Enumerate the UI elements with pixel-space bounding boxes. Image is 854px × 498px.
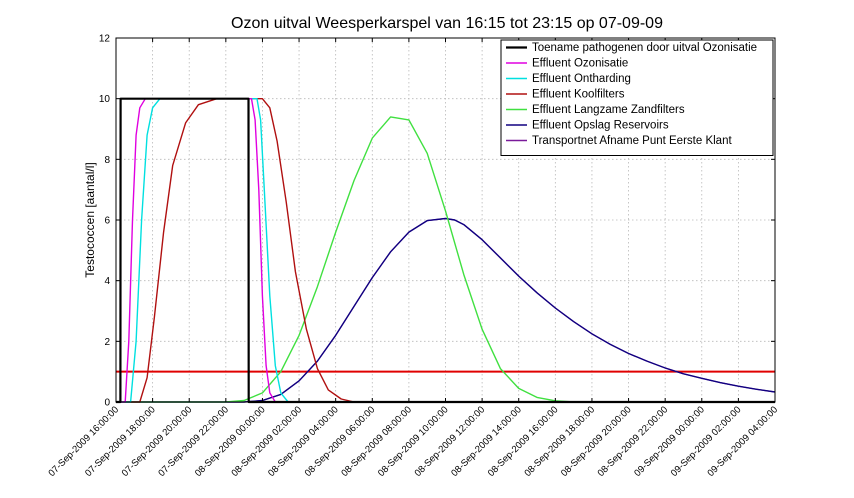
series-line-4 bbox=[116, 116, 775, 403]
legend-entry: Transportnet Afname Punt Eerste Klant bbox=[532, 135, 732, 147]
y-tick-label: 10 bbox=[99, 94, 111, 105]
x-tick-label: 08-Sep-2009 16:00:00 bbox=[486, 404, 561, 479]
y-tick-label: 4 bbox=[104, 276, 110, 287]
y-tick-label: 8 bbox=[104, 155, 110, 166]
series-line-3 bbox=[116, 98, 775, 403]
x-tick-label: 08-Sep-2009 04:00:00 bbox=[266, 404, 341, 479]
legend-box bbox=[500, 39, 774, 156]
x-tick-label: 08-Sep-2009 18:00:00 bbox=[522, 404, 597, 479]
chart-title: Ozon uitval Weesperkarspel van 16:15 tot… bbox=[231, 15, 663, 32]
x-tick-label: 08-Sep-2009 22:00:00 bbox=[596, 404, 671, 479]
x-tick-label: 07-Sep-2009 18:00:00 bbox=[83, 404, 158, 479]
x-tick-label: 08-Sep-2009 00:00:00 bbox=[193, 404, 268, 479]
x-tick-label: 09-Sep-2009 00:00:00 bbox=[632, 404, 707, 479]
x-tick-label: 07-Sep-2009 16:00:00 bbox=[46, 404, 121, 479]
x-tick-label: 08-Sep-2009 12:00:00 bbox=[413, 404, 488, 479]
y-axis-ticks: 0 2 4 6 8 10 12 bbox=[99, 34, 775, 409]
x-tick-label: 09-Sep-2009 04:00:00 bbox=[705, 404, 780, 479]
x-tick-label: 08-Sep-2009 14:00:00 bbox=[449, 404, 524, 479]
y-tick-label: 2 bbox=[104, 337, 110, 348]
x-tick-label: 08-Sep-2009 08:00:00 bbox=[339, 404, 414, 479]
x-tick-label: 08-Sep-2009 20:00:00 bbox=[559, 404, 634, 479]
series-line-5 bbox=[116, 217, 776, 403]
x-tick-label: 08-Sep-2009 06:00:00 bbox=[303, 404, 378, 479]
y-tick-label: 12 bbox=[99, 34, 111, 45]
legend: Toename pathogenen door uitval Ozonisati… bbox=[500, 39, 774, 156]
x-tick-label: 07-Sep-2009 20:00:00 bbox=[120, 404, 195, 479]
y-axis-label: Testococcen [aantal/l] bbox=[83, 162, 97, 277]
legend-entry: Effluent Langzame Zandfilters bbox=[532, 104, 685, 116]
y-tick-label: 6 bbox=[104, 216, 110, 227]
legend-entry: Effluent Ozonisatie bbox=[532, 58, 628, 70]
y-tick-label: 0 bbox=[104, 398, 110, 409]
legend-entry: Toename pathogenen door uitval Ozonisati… bbox=[532, 42, 757, 54]
x-tick-label: 07-Sep-2009 22:00:00 bbox=[156, 404, 231, 479]
x-tick-label: 08-Sep-2009 02:00:00 bbox=[230, 404, 305, 479]
legend-entry: Effluent Opslag Reservoirs bbox=[532, 120, 669, 132]
legend-entry: Effluent Koolfilters bbox=[532, 89, 625, 101]
legend-entry: Effluent Ontharding bbox=[532, 73, 631, 85]
x-tick-label: 09-Sep-2009 02:00:00 bbox=[669, 404, 744, 479]
x-tick-label: 08-Sep-2009 10:00:00 bbox=[376, 404, 451, 479]
